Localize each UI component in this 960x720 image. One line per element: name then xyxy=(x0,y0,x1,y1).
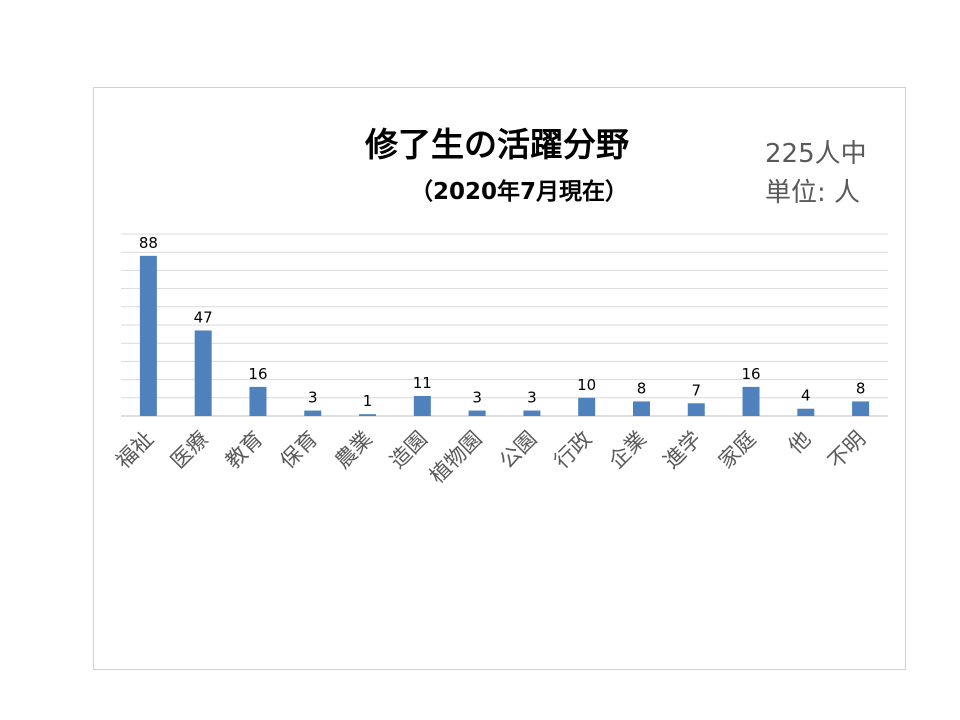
total-note: 225人中 xyxy=(765,139,867,169)
bar-行政 xyxy=(578,397,596,416)
data-label-他: 4 xyxy=(801,387,811,405)
category-label-不明: 不明 xyxy=(823,427,870,474)
data-label-造園: 11 xyxy=(413,374,432,392)
category-label-行政: 行政 xyxy=(550,427,597,474)
bar-公園 xyxy=(523,410,541,416)
category-label-福祉: 福祉 xyxy=(111,427,158,474)
data-label-不明: 8 xyxy=(856,379,866,397)
chart-subtitle: （2020年7月現在） xyxy=(410,179,629,205)
data-label-保育: 3 xyxy=(308,389,318,407)
bar-進学 xyxy=(687,403,705,416)
bar-医療 xyxy=(194,330,212,416)
category-label-植物園: 植物園 xyxy=(425,427,487,489)
data-label-教育: 16 xyxy=(248,365,267,383)
bar-植物園 xyxy=(468,410,486,416)
data-label-農業: 1 xyxy=(363,392,373,410)
data-label-植物園: 3 xyxy=(472,389,482,407)
bar-他 xyxy=(797,408,815,416)
chart-title: 修了生の活躍分野 xyxy=(365,125,629,164)
bar-教育 xyxy=(249,386,267,416)
data-label-企業: 8 xyxy=(637,379,647,397)
data-label-医療: 47 xyxy=(194,308,213,326)
category-label-家庭: 家庭 xyxy=(714,427,761,474)
category-label-企業: 企業 xyxy=(604,427,651,474)
bar-農業 xyxy=(359,414,377,416)
category-label-保育: 保育 xyxy=(276,427,323,474)
bar-企業 xyxy=(632,401,650,416)
bar-保育 xyxy=(304,410,322,416)
unit-note: 単位: 人 xyxy=(765,178,861,208)
bar-家庭 xyxy=(742,386,760,416)
data-label-家庭: 16 xyxy=(741,365,760,383)
data-label-行政: 10 xyxy=(577,376,596,394)
data-label-福祉: 88 xyxy=(139,234,158,252)
data-label-公園: 3 xyxy=(527,389,537,407)
category-label-進学: 進学 xyxy=(659,427,706,474)
category-label-農業: 農業 xyxy=(330,427,377,474)
bar-不明 xyxy=(852,401,870,416)
data-label-進学: 7 xyxy=(691,381,701,399)
category-label-教育: 教育 xyxy=(221,427,268,474)
bar-造園 xyxy=(413,395,431,416)
category-label-他: 他 xyxy=(784,427,816,459)
category-label-造園: 造園 xyxy=(385,427,432,474)
chart-frame xyxy=(93,87,906,670)
bar-福祉 xyxy=(139,255,157,416)
category-label-公園: 公園 xyxy=(495,427,542,474)
category-label-医療: 医療 xyxy=(166,427,213,474)
